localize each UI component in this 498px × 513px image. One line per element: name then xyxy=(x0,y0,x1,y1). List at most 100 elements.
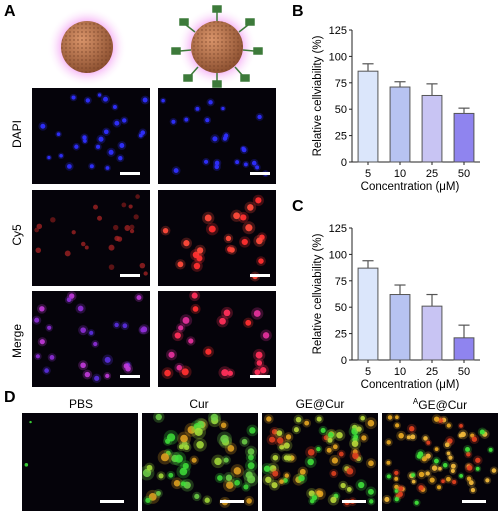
chart-b-bar xyxy=(421,94,443,163)
cell xyxy=(241,238,248,246)
cell-speckle-layer xyxy=(142,413,258,508)
cell xyxy=(98,136,104,142)
cell xyxy=(279,444,285,450)
cell xyxy=(414,500,419,505)
cell xyxy=(475,457,481,463)
chart-c-y-tick-label: 0 xyxy=(341,355,347,367)
cell xyxy=(394,497,399,502)
chart-c-y-tick-label: 125 xyxy=(329,223,347,235)
cell xyxy=(243,484,249,490)
cell xyxy=(82,135,87,140)
cell xyxy=(225,481,234,489)
cell xyxy=(35,247,42,253)
chart-b-y-label: Relative cellviability (%) xyxy=(312,35,324,156)
cell xyxy=(118,156,123,161)
cell xyxy=(227,445,235,452)
cell xyxy=(346,486,352,492)
cell xyxy=(255,165,260,170)
cell xyxy=(433,458,439,464)
cell xyxy=(220,434,229,444)
cell xyxy=(71,95,76,100)
cell xyxy=(284,473,289,478)
cell xyxy=(307,448,315,456)
cell xyxy=(459,424,463,428)
cell xyxy=(255,351,263,359)
cell xyxy=(398,486,404,492)
cell xyxy=(394,476,399,481)
cell xyxy=(192,251,200,259)
cell xyxy=(194,493,200,500)
cell xyxy=(145,497,151,503)
label-age-cur-main: GE@Cur xyxy=(418,398,468,412)
cell xyxy=(177,261,184,268)
micrograph-age-cur xyxy=(382,413,498,511)
cell xyxy=(108,149,114,155)
cell xyxy=(438,466,442,471)
cell xyxy=(36,223,43,230)
chart-b-y-tick-label: 25 xyxy=(335,131,347,143)
chart-c-x-tick-label: 5 xyxy=(365,366,371,378)
cell xyxy=(180,481,186,487)
cell xyxy=(47,155,51,160)
cell xyxy=(332,444,338,450)
cell xyxy=(39,339,45,345)
cell xyxy=(94,375,100,381)
cell xyxy=(368,499,374,504)
cell xyxy=(227,370,233,376)
cell xyxy=(266,416,272,422)
cell xyxy=(446,423,451,428)
cell xyxy=(67,164,72,169)
cell xyxy=(179,467,188,476)
cell xyxy=(256,360,263,366)
cell xyxy=(171,119,176,124)
cell xyxy=(452,479,457,485)
cell xyxy=(97,93,102,97)
cell xyxy=(241,147,247,153)
cell xyxy=(204,214,212,222)
chart-c-x-tick-label: 50 xyxy=(458,366,470,378)
cell xyxy=(327,432,334,439)
cell xyxy=(188,338,194,344)
cell xyxy=(205,348,212,355)
cell xyxy=(285,434,292,440)
cell xyxy=(262,332,270,339)
chart-b-bar xyxy=(453,112,475,163)
cell xyxy=(316,416,322,422)
cell-speckle-layer xyxy=(161,291,272,380)
cell xyxy=(56,132,61,136)
cell xyxy=(204,497,210,503)
cell xyxy=(488,447,493,452)
nanoparticle-illustration-plain xyxy=(47,7,127,87)
cell xyxy=(394,423,400,428)
cell-speckle-layer xyxy=(38,92,150,172)
chart-b-x-tick-label: 25 xyxy=(426,168,438,180)
cell xyxy=(433,416,440,422)
cell xyxy=(104,356,111,363)
panel-label-a: A xyxy=(4,3,16,20)
cell xyxy=(114,322,119,328)
chart-b-x-tick-label: 50 xyxy=(458,168,470,180)
micrograph-merge-ligand xyxy=(158,291,276,387)
cell xyxy=(466,451,471,457)
cell xyxy=(308,490,315,497)
cell xyxy=(470,487,476,493)
cell xyxy=(112,104,117,109)
cell xyxy=(431,465,438,471)
cell xyxy=(330,496,337,504)
cell xyxy=(68,293,75,299)
cell xyxy=(208,100,213,105)
cell xyxy=(352,452,359,460)
cell xyxy=(114,120,120,126)
cell xyxy=(425,453,431,459)
cell xyxy=(180,434,188,443)
cell xyxy=(253,310,261,317)
chart-c-bar xyxy=(357,267,379,361)
chart-c-x-tick-label: 10 xyxy=(394,366,406,378)
cell xyxy=(409,426,415,432)
chart-c-y-label: Relative cellviability (%) xyxy=(312,233,324,354)
cell xyxy=(251,160,257,166)
micrograph-cy5-ligand xyxy=(158,190,276,286)
cell xyxy=(122,323,128,329)
